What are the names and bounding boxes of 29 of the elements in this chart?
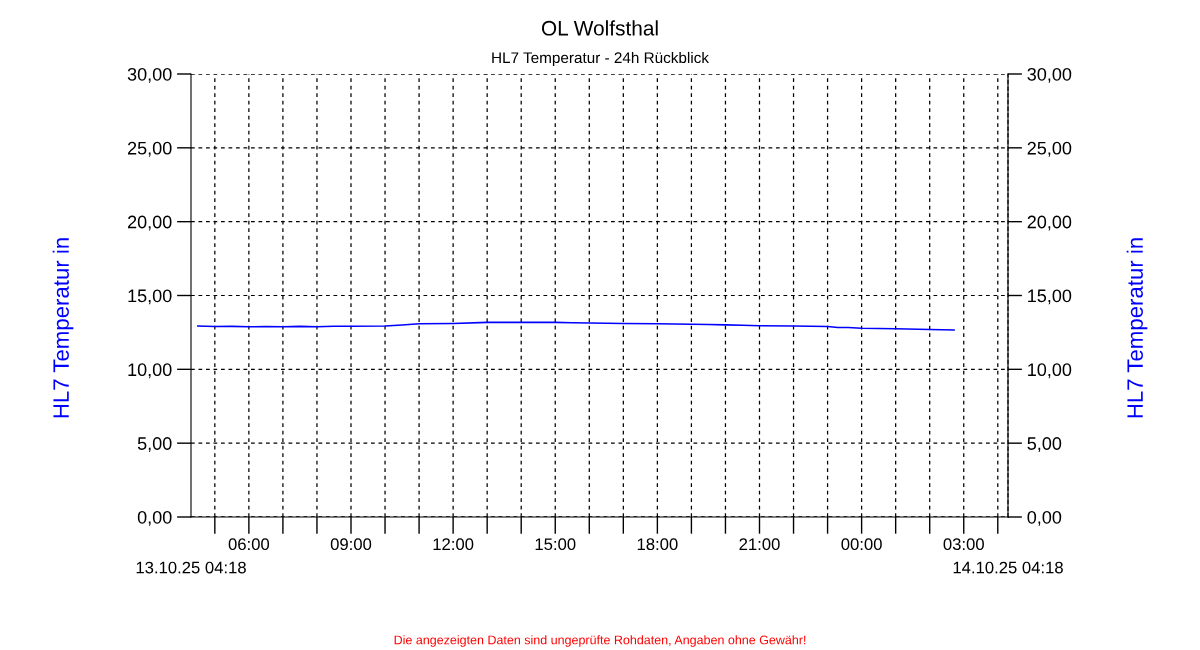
y-tick-label: 0,00 [137,510,172,526]
chart-title: OL Wolfsthal [541,20,658,36]
x-tick-label: 03:00 [943,538,984,551]
y2-tick-label: 25,00 [1027,141,1072,157]
y2-tick-label: 30,00 [1027,67,1072,83]
y-tick-label: 10,00 [128,363,172,379]
y2-tick-label: 20,00 [1027,215,1072,231]
chart-subtitle: HL7 Temperatur - 24h Rückblick [492,51,709,67]
text: 13.10.25 04:18 [136,561,246,574]
text: Die angezeigten Daten sind ungeprüfte Rohdaten, Angaben ohne Gewähr! [394,635,806,647]
x-tick-label: 09:00 [330,538,372,551]
x-tick-label: 06:00 [228,538,270,551]
y-tick-label: 5,00 [137,437,172,453]
y-tick-label: 15,00 [128,289,172,305]
y2-tick-label: 0,00 [1027,510,1062,526]
y2-tick-label: 15,00 [1028,289,1072,305]
x-tick-label: 18:00 [637,538,678,551]
y-tick-label: 25,00 [127,141,172,157]
x-tick-label: 21:00 [739,538,780,551]
y-tick-label: 20,00 [127,215,172,231]
x-tick-label: 15:00 [535,538,576,551]
y2-axis-title: HL7 Temperatur in [1126,238,1148,418]
y2-tick-label: 5,00 [1027,437,1062,453]
y-tick-label: 30,00 [127,67,172,83]
y2-tick-label: 10,00 [1028,363,1072,379]
x-tick-label: 12:00 [433,538,474,551]
text: 14.10.25 04:18 [953,561,1063,574]
x-tick-label: 00:00 [841,538,882,551]
y-axis-title: HL7 Temperatur in [52,238,74,418]
